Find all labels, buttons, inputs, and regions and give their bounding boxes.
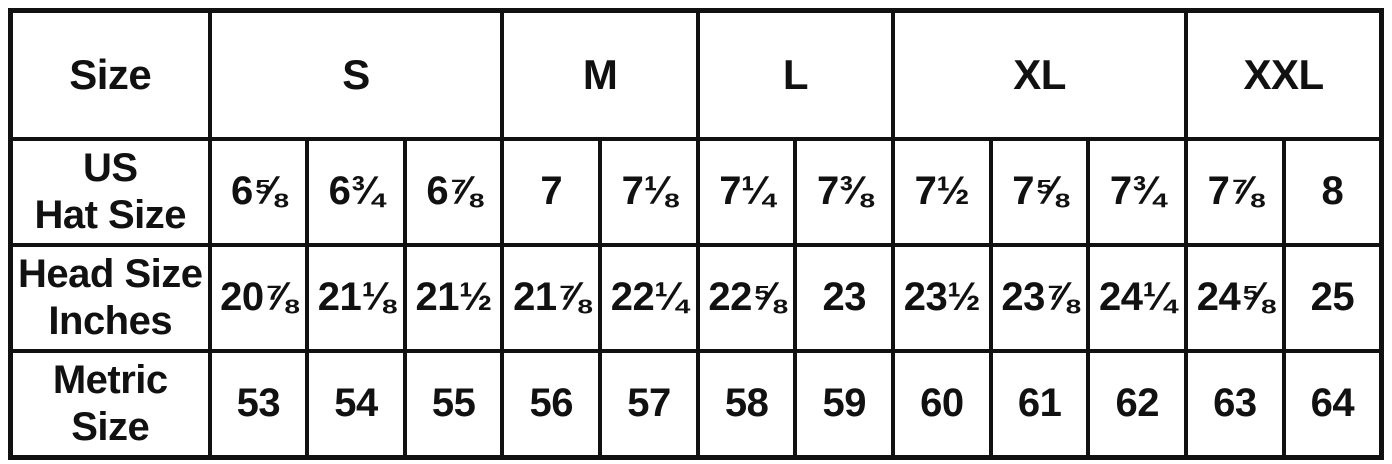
head-size-inches-cell: 21⅞ [500, 243, 603, 353]
us-hat-size-cell: 7½ [891, 137, 993, 247]
head-size-inches-cell: 22⅝ [695, 243, 798, 353]
metric-size-cell: 56 [500, 349, 603, 460]
head-size-inches-cell: 21½ [402, 243, 505, 353]
size-group-header-l: L [695, 8, 896, 141]
us-hat-size-cell: 7⅝ [988, 137, 1091, 247]
row-header-metric-size: Metric Size [8, 349, 212, 460]
head-size-inches-cell: 23 [793, 243, 896, 353]
metric-size-cell: 54 [305, 349, 407, 460]
size-group-header-row: Size S M L XL XXL [8, 8, 1384, 141]
hat-size-chart-table: Size S M L XL XXL US Hat Size 6⅝ 6¾ 6⅞ 7… [8, 8, 1384, 460]
us-hat-size-row: US Hat Size 6⅝ 6¾ 6⅞ 7 7⅛ 7¼ 7⅜ 7½ 7⅝ 7¾… [8, 137, 1384, 247]
size-corner-header: Size [8, 8, 212, 141]
head-size-inches-cell: 23½ [891, 243, 993, 353]
us-hat-size-cell: 6⅞ [402, 137, 505, 247]
metric-size-row: Metric Size 53 54 55 56 57 58 59 60 61 6… [8, 349, 1384, 460]
row-header-us-hat-size: US Hat Size [8, 137, 212, 247]
us-hat-size-cell: 6⅝ [207, 137, 310, 247]
metric-size-cell: 62 [1086, 349, 1189, 460]
us-hat-size-cell: 6¾ [305, 137, 407, 247]
size-group-header-m: M [500, 8, 700, 141]
metric-size-cell: 63 [1184, 349, 1286, 460]
head-size-inches-cell: 23⅞ [988, 243, 1091, 353]
metric-size-cell: 58 [695, 349, 798, 460]
us-hat-size-cell: 7¼ [695, 137, 798, 247]
us-hat-size-cell: 7⅜ [793, 137, 896, 247]
row-header-head-size-inches: Head Size Inches [8, 243, 212, 353]
head-size-inches-cell: 24⅝ [1184, 243, 1286, 353]
us-hat-size-cell: 7¾ [1086, 137, 1189, 247]
metric-size-cell: 60 [891, 349, 993, 460]
head-size-inches-cell: 25 [1281, 243, 1384, 353]
metric-size-cell: 64 [1281, 349, 1384, 460]
head-size-inches-cell: 20⅞ [207, 243, 310, 353]
us-hat-size-cell: 7⅛ [598, 137, 700, 247]
size-group-header-s: S [207, 8, 505, 141]
head-size-inches-cell: 24¼ [1086, 243, 1189, 353]
size-group-header-xxl: XXL [1184, 8, 1384, 141]
metric-size-cell: 61 [988, 349, 1091, 460]
metric-size-cell: 59 [793, 349, 896, 460]
metric-size-cell: 55 [402, 349, 505, 460]
us-hat-size-cell: 7⅞ [1184, 137, 1286, 247]
head-size-inches-cell: 22¼ [598, 243, 700, 353]
us-hat-size-cell: 7 [500, 137, 603, 247]
head-size-inches-cell: 21⅛ [305, 243, 407, 353]
metric-size-cell: 57 [598, 349, 700, 460]
metric-size-cell: 53 [207, 349, 310, 460]
size-group-header-xl: XL [891, 8, 1189, 141]
us-hat-size-cell: 8 [1281, 137, 1384, 247]
head-size-inches-row: Head Size Inches 20⅞ 21⅛ 21½ 21⅞ 22¼ 22⅝… [8, 243, 1384, 353]
